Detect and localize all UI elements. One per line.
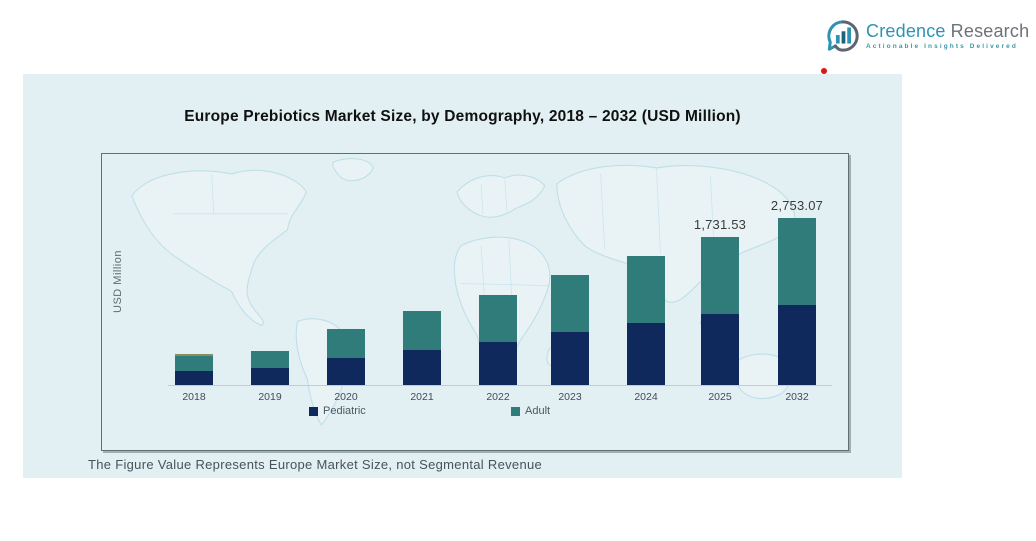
logo-brand-research: Research [950, 21, 1030, 41]
bar-segment-adult-2024 [627, 256, 665, 323]
logo-tagline: Actionable Insights Delivered [866, 43, 1018, 50]
bar-2022 [479, 295, 517, 385]
bar-segment-adult-2025 [701, 237, 739, 314]
logo-brand-text: Credence Research [866, 21, 1029, 41]
legend-label-pediatric: Pediatric [323, 405, 366, 417]
bar-segment-adult-2023 [551, 275, 589, 332]
chart-title: Europe Prebiotics Market Size, by Demogr… [184, 108, 741, 125]
red-dot-marker [821, 68, 827, 74]
bar-2019 [251, 351, 289, 385]
bar-2024 [627, 256, 665, 385]
bar-segment-pediatric-2024 [627, 323, 665, 385]
x-tick-label-2018: 2018 [182, 391, 206, 403]
plot-area: 2018 2019 2020 2021 2022 2023 2024 2025 1,731.53… [102, 154, 848, 450]
bar-segment-accent-2018 [175, 354, 213, 356]
bar-2032 [778, 218, 816, 385]
x-tick-label-2025: 2025 [708, 391, 732, 403]
bar-segment-pediatric-2020 [327, 358, 365, 385]
x-axis-line [168, 385, 832, 386]
x-tick-label-2024: 2024 [634, 391, 658, 403]
data-label-2025: 1,731.53 [693, 217, 747, 232]
legend-swatch-adult [511, 406, 520, 416]
bar-2025 [701, 237, 739, 385]
x-tick-label-2021: 2021 [410, 391, 434, 403]
bar-2020 [327, 329, 365, 385]
legend-swatch-pediatric [309, 406, 318, 416]
chart-plot-box: USD Million 2018 2019 2020 2021 2022 2023 2024… [101, 153, 849, 451]
bar-segment-pediatric-2032 [778, 305, 816, 385]
x-tick-label-2022: 2022 [486, 391, 510, 403]
x-tick-label-2032: 2032 [785, 391, 809, 403]
logo-chart-bubble-icon [827, 20, 859, 52]
data-label-2032: 2,753.07 [770, 198, 824, 213]
bar-segment-pediatric-2023 [551, 332, 589, 385]
bar-segment-adult-2018 [175, 356, 213, 371]
chart-panel: Europe Prebiotics Market Size, by Demogr… [23, 74, 902, 478]
legend-item-adult: Adult [511, 405, 550, 417]
credence-research-logo: Credence Research Actionable Insights Del… [826, 19, 1029, 53]
chart-footnote: The Figure Value Represents Europe Marke… [88, 457, 543, 472]
x-tick-label-2019: 2019 [258, 391, 282, 403]
bar-2021 [403, 311, 441, 385]
bar-segment-pediatric-2022 [479, 342, 517, 385]
legend-label-adult: Adult [525, 405, 551, 417]
bar-2023 [551, 275, 589, 385]
bar-segment-pediatric-2021 [403, 350, 441, 385]
logo-brand-credence: Credence [866, 21, 946, 41]
bar-segment-adult-2020 [327, 329, 365, 358]
bar-segment-adult-2032 [778, 218, 816, 305]
bar-segment-adult-2021 [403, 311, 441, 350]
bar-segment-pediatric-2018 [175, 371, 213, 385]
bar-segment-pediatric-2025 [701, 314, 739, 385]
x-tick-label-2023: 2023 [558, 391, 582, 403]
x-tick-label-2020: 2020 [334, 391, 358, 403]
bar-segment-pediatric-2019 [251, 368, 289, 385]
bar-2018 [175, 354, 213, 385]
bar-segment-adult-2022 [479, 295, 517, 342]
legend-item-pediatric: Pediatric [309, 405, 366, 417]
bar-segment-adult-2019 [251, 351, 289, 368]
